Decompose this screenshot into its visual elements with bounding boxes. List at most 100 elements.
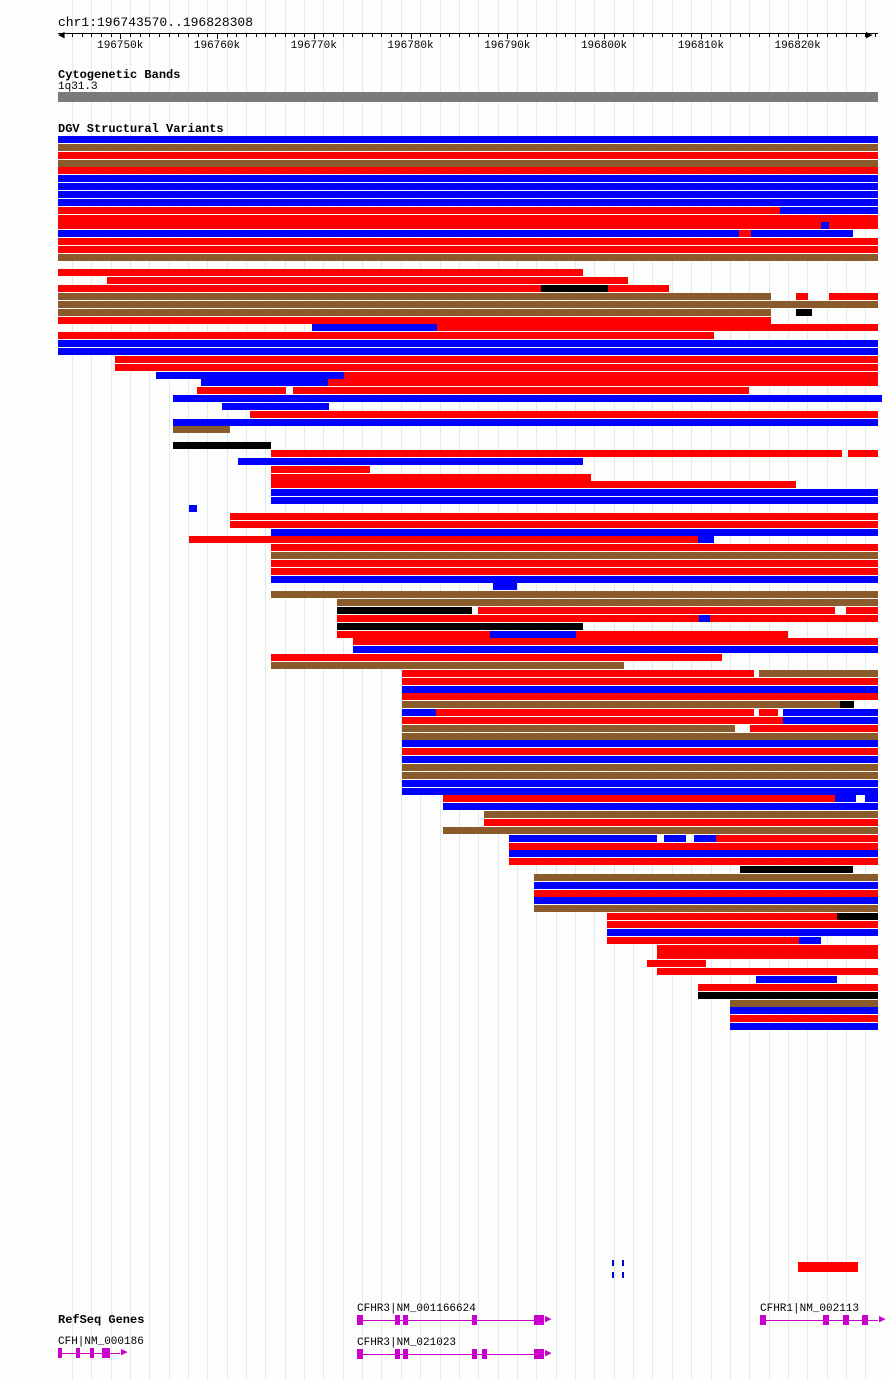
structural-variant-segment[interactable] <box>866 450 878 457</box>
structural-variant-segment[interactable] <box>541 285 608 292</box>
structural-variant-segment[interactable] <box>271 529 878 536</box>
structural-variant-segment[interactable] <box>402 670 754 677</box>
structural-variant-segment[interactable] <box>58 230 739 237</box>
structural-variant-segment[interactable] <box>443 803 878 810</box>
structural-variant-segment[interactable] <box>271 481 796 488</box>
structural-variant-segment[interactable] <box>173 419 878 426</box>
structural-variant-segment[interactable] <box>698 536 714 543</box>
gene-exon-3-0[interactable] <box>760 1315 766 1325</box>
gene-exon-0-0[interactable] <box>58 1348 62 1358</box>
structural-variant-segment[interactable] <box>173 426 230 433</box>
structural-variant-segment[interactable] <box>402 725 735 732</box>
structural-variant-segment[interactable] <box>58 348 878 355</box>
structural-variant-segment[interactable] <box>353 646 878 653</box>
structural-variant-segment[interactable] <box>115 356 878 363</box>
structural-variant-segment[interactable] <box>829 222 878 229</box>
structural-variant-segment[interactable] <box>271 474 591 481</box>
structural-variant-segment[interactable] <box>402 701 840 708</box>
structural-variant-segment[interactable] <box>271 568 878 575</box>
structural-variant-segment[interactable] <box>271 450 841 457</box>
structural-variant-segment[interactable] <box>271 489 878 496</box>
structural-variant-segment[interactable] <box>437 324 878 331</box>
structural-variant-segment[interactable] <box>402 709 435 716</box>
structural-variant-segment[interactable] <box>657 952 878 959</box>
structural-variant-segment[interactable] <box>402 693 878 700</box>
structural-variant-segment[interactable] <box>58 269 583 276</box>
cytogenetic-bar[interactable] <box>58 92 878 102</box>
structural-variant-segment[interactable] <box>271 552 878 559</box>
structural-variant-segment[interactable] <box>740 866 854 873</box>
gene-exon-2-4[interactable] <box>482 1349 487 1359</box>
gene-exon-1-3[interactable] <box>472 1315 477 1325</box>
structural-variant-segment[interactable] <box>58 254 878 261</box>
structural-variant-segment[interactable] <box>509 850 878 857</box>
structural-variant-segment[interactable] <box>293 387 749 394</box>
structural-variant-segment[interactable] <box>490 631 576 638</box>
structural-variant-segment[interactable] <box>58 191 878 198</box>
structural-variant-segment[interactable] <box>271 497 878 504</box>
structural-variant-segment[interactable] <box>840 701 854 708</box>
structural-variant-segment[interactable] <box>58 144 878 151</box>
gene-exon-1-0[interactable] <box>357 1315 363 1325</box>
structural-variant-segment[interactable] <box>58 167 878 174</box>
structural-variant-segment[interactable] <box>230 513 878 520</box>
gene-exon-3-2[interactable] <box>843 1315 849 1325</box>
structural-variant-segment[interactable] <box>484 811 878 818</box>
structural-variant-segment[interactable] <box>657 945 878 952</box>
structural-variant-segment[interactable] <box>337 615 700 622</box>
structural-variant-segment[interactable] <box>58 332 714 339</box>
structural-variant-segment[interactable] <box>58 175 878 182</box>
structural-variant-segment[interactable] <box>402 748 878 755</box>
gene-exon-1-1[interactable] <box>395 1315 400 1325</box>
structural-variant-segment[interactable] <box>607 913 837 920</box>
structural-variant-segment[interactable] <box>271 466 369 473</box>
dashed-vertical-marker-1[interactable] <box>622 1260 624 1278</box>
structural-variant-segment[interactable] <box>443 795 834 802</box>
structural-variant-segment[interactable] <box>576 631 788 638</box>
gene-exon-1-2[interactable] <box>403 1315 408 1325</box>
structural-variant-segment[interactable] <box>189 536 698 543</box>
gene-intron-line-3[interactable] <box>760 1320 878 1321</box>
structural-variant-segment[interactable] <box>58 152 878 159</box>
structural-variant-segment[interactable] <box>509 843 878 850</box>
structural-variant-segment[interactable] <box>534 882 878 889</box>
gene-exon-2-0[interactable] <box>357 1349 363 1359</box>
structural-variant-segment[interactable] <box>759 709 778 716</box>
structural-variant-segment[interactable] <box>493 583 518 590</box>
structural-variant-segment[interactable] <box>534 897 878 904</box>
structural-variant-segment[interactable] <box>846 607 878 614</box>
structural-variant-segment[interactable] <box>402 756 878 763</box>
structural-variant-segment[interactable] <box>271 654 722 661</box>
structural-variant-segment[interactable] <box>608 285 669 292</box>
structural-variant-segment[interactable] <box>698 992 878 999</box>
structural-variant-segment[interactable] <box>402 686 878 693</box>
structural-variant-segment[interactable] <box>647 960 667 967</box>
structural-variant-segment[interactable] <box>58 246 878 253</box>
structural-variant-segment[interactable] <box>730 1015 878 1022</box>
gene-intron-line-2[interactable] <box>357 1354 544 1355</box>
structural-variant-segment[interactable] <box>353 638 878 645</box>
structural-variant-segment[interactable] <box>796 293 808 300</box>
structural-variant-segment[interactable] <box>821 222 829 229</box>
structural-variant-segment[interactable] <box>750 725 878 732</box>
structural-variant-segment[interactable] <box>58 160 878 167</box>
structural-variant-segment[interactable] <box>402 764 878 771</box>
structural-variant-segment[interactable] <box>799 937 820 944</box>
structural-variant-segment[interactable] <box>222 403 328 410</box>
structural-variant-segment[interactable] <box>58 293 771 300</box>
structural-variant-segment[interactable] <box>756 976 837 983</box>
structural-variant-segment[interactable] <box>534 890 878 897</box>
gene-intron-line-1[interactable] <box>357 1320 544 1321</box>
structural-variant-segment[interactable] <box>730 1000 878 1007</box>
gene-exon-0-3[interactable] <box>102 1348 110 1358</box>
structural-variant-segment[interactable] <box>666 960 705 967</box>
gene-exon-0-2[interactable] <box>90 1348 94 1358</box>
structural-variant-segment[interactable] <box>835 795 857 802</box>
gene-intron-line-0[interactable] <box>58 1353 120 1354</box>
structural-variant-segment[interactable] <box>730 1007 878 1014</box>
structural-variant-segment[interactable] <box>783 717 878 724</box>
structural-variant-segment[interactable] <box>337 607 472 614</box>
trailing-variant-marker[interactable] <box>798 1262 858 1272</box>
structural-variant-segment[interactable] <box>402 788 878 795</box>
gene-exon-3-1[interactable] <box>823 1315 829 1325</box>
